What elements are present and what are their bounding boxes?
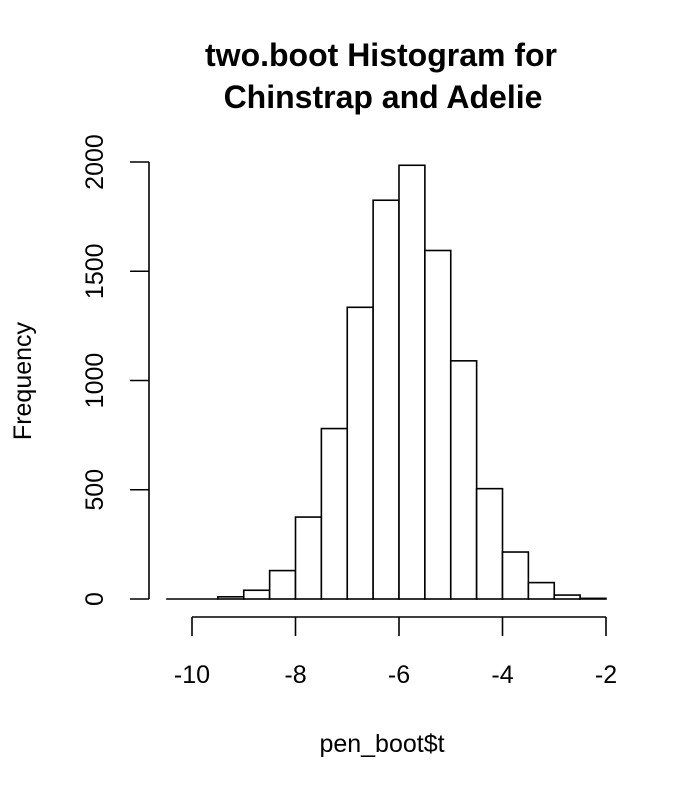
y-axis: 0 500 1000 1500 2000 [81, 134, 150, 606]
y-tick-label: 0 [81, 592, 109, 606]
histogram-bar [268, 569, 297, 600]
histogram-bar [242, 589, 271, 600]
histogram-bar [553, 594, 581, 600]
histogram-bar [501, 551, 530, 600]
y-tick-label: 2000 [81, 134, 109, 190]
histogram-bar [527, 581, 556, 600]
x-axis-label: pen_boot$t [319, 730, 444, 758]
x-tick-label: -6 [388, 661, 410, 689]
histogram-bar [449, 360, 478, 600]
x-tick-label: -8 [284, 661, 306, 689]
chart-title: two.boot Histogram for Chinstrap and Ade… [205, 37, 557, 115]
histogram-bar [294, 516, 323, 600]
x-tick-label: -4 [491, 661, 513, 689]
histogram-bar [475, 487, 504, 600]
histogram-bar [579, 597, 607, 600]
histogram-bar [424, 249, 452, 600]
histogram-bar [372, 199, 400, 600]
x-tick-label: -10 [174, 661, 210, 689]
chart-title-line-1: two.boot Histogram for [205, 37, 557, 73]
histogram-bars [166, 164, 607, 600]
x-axis: -10 -8 -6 -4 -2 [174, 616, 617, 689]
x-tick-label: -2 [595, 661, 617, 689]
y-axis-label: Frequency [9, 321, 37, 440]
y-tick-label: 1500 [81, 243, 109, 299]
histogram-bar [320, 427, 349, 600]
y-tick-label: 1000 [81, 353, 109, 409]
chart-title-line-2: Chinstrap and Adelie [224, 79, 543, 115]
y-tick-label: 500 [81, 469, 109, 511]
histogram-bar [217, 596, 245, 600]
histogram-bar [346, 306, 374, 600]
histogram-bar [398, 164, 426, 600]
